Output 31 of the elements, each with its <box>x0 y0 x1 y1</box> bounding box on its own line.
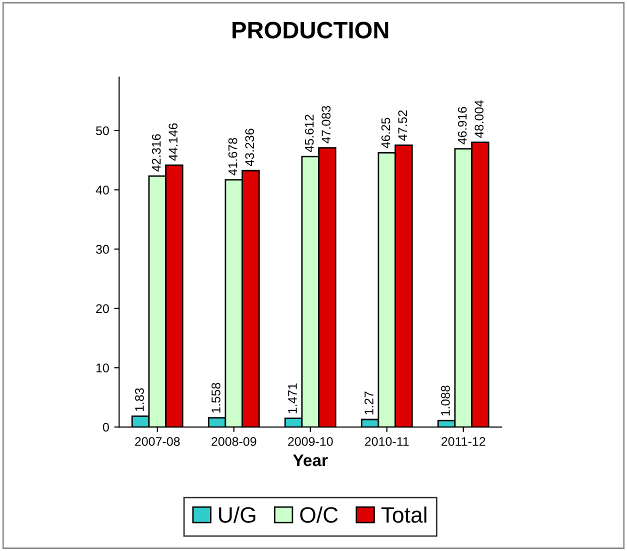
data-label: 1.088 <box>441 386 450 416</box>
x-tick-label: 2008-09 <box>212 437 256 446</box>
x-tick-label: 2010-11 <box>365 437 409 446</box>
data-label: 1.471 <box>288 383 297 414</box>
y-tick-label: 40 <box>96 186 109 194</box>
data-label: 43.236 <box>245 128 254 166</box>
x-tick-label: 2009-10 <box>288 437 333 446</box>
data-label: 46.916 <box>458 106 467 144</box>
data-label: 48.004 <box>474 100 484 138</box>
legend-label: U/G <box>219 506 256 523</box>
y-tick-label: 20 <box>96 304 109 314</box>
data-label: 47.52 <box>398 110 408 141</box>
data-label: 45.612 <box>304 114 314 152</box>
y-tick-label: 0 <box>102 422 109 432</box>
data-label: 1.558 <box>212 382 220 413</box>
data-label: 42.316 <box>152 134 161 172</box>
data-label: 41.678 <box>228 138 238 176</box>
x-tick-label: 2007-08 <box>135 437 180 446</box>
x-tick-label: 2011-12 <box>442 437 486 446</box>
data-label: 44.146 <box>168 123 178 161</box>
data-label: 1.27 <box>364 392 374 414</box>
legend-label: O/C <box>300 506 338 523</box>
y-tick-label: 10 <box>96 364 109 372</box>
data-label: 1.83 <box>135 388 144 412</box>
data-label: 47.083 <box>322 106 331 144</box>
legend-label: Total <box>381 506 426 523</box>
y-tick-label: 50 <box>96 126 109 136</box>
x-axis-title: Year <box>293 454 328 466</box>
chart-title: PRODUCTION <box>232 22 388 38</box>
data-label: 46.25 <box>381 118 390 148</box>
y-tick-label: 30 <box>96 244 109 254</box>
